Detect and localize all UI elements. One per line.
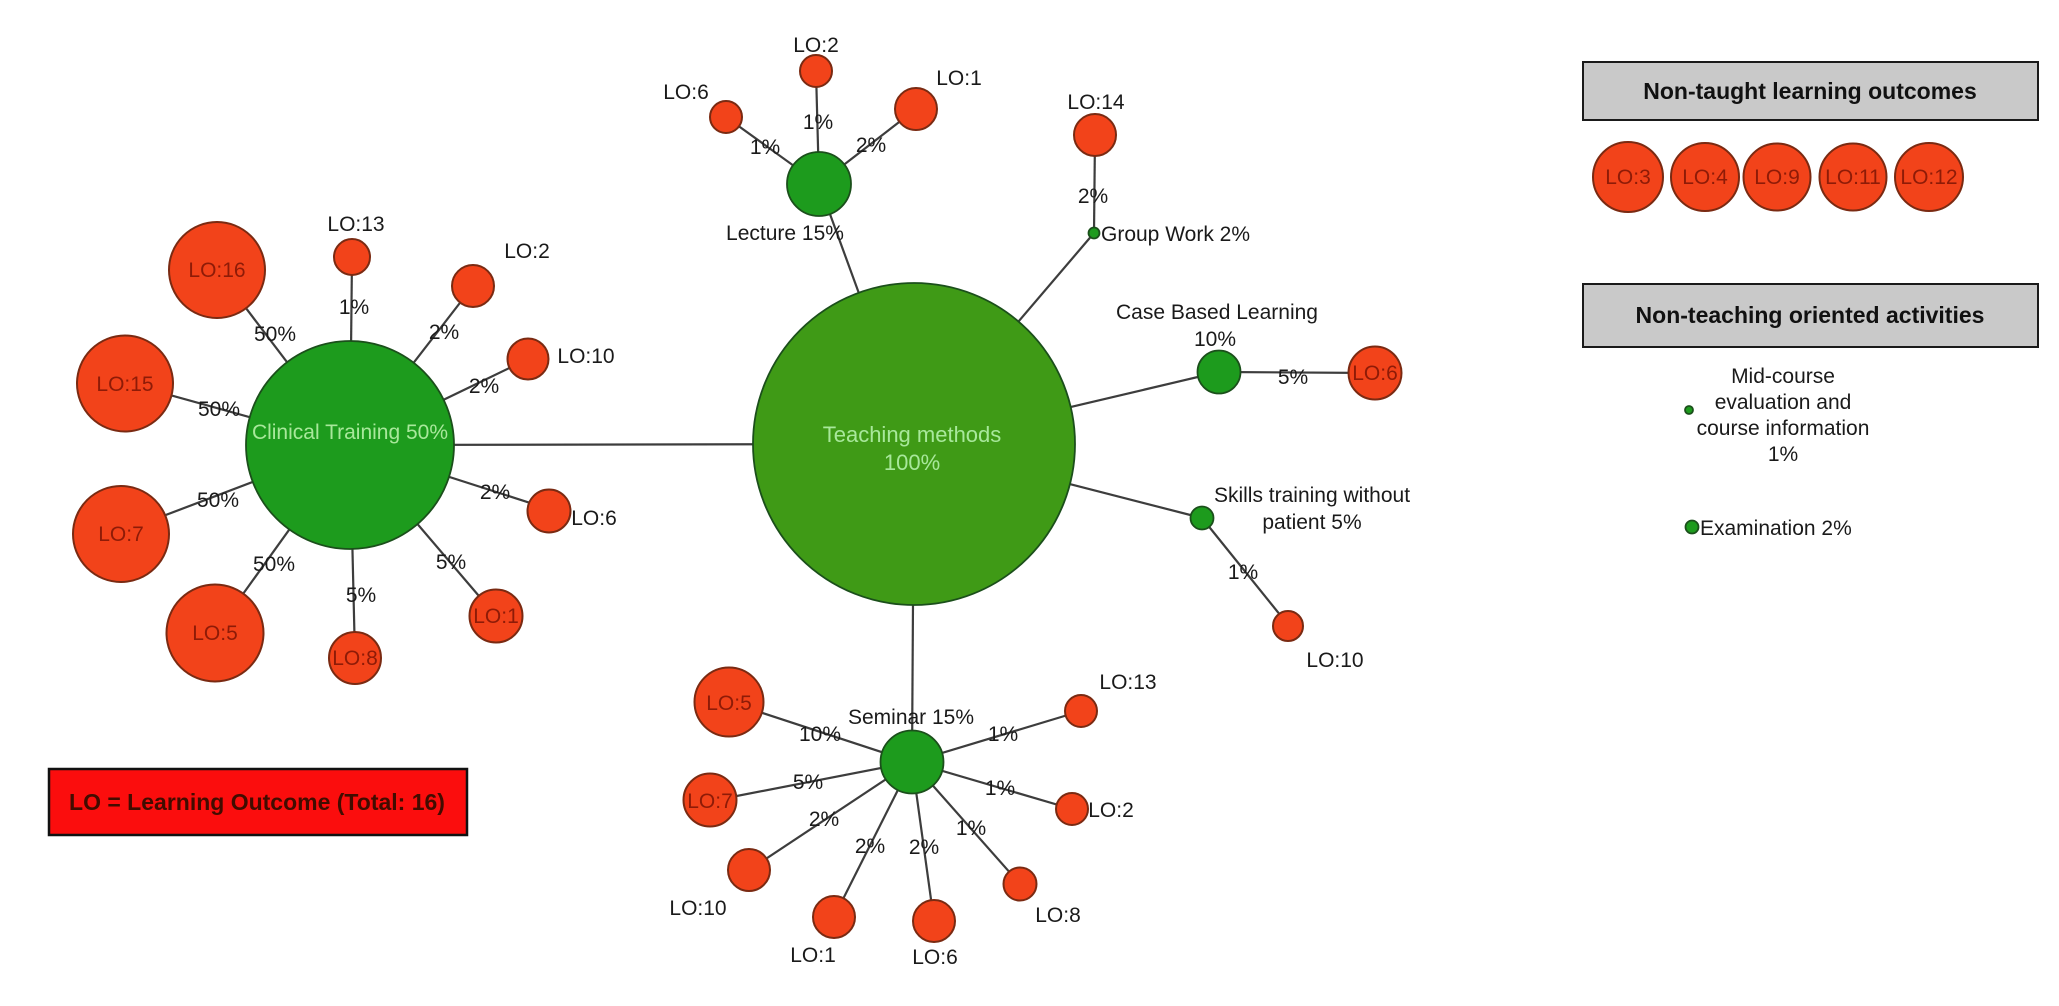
- svg-text:Non-teaching oriented activiti: Non-teaching oriented activities: [1636, 302, 1985, 328]
- svg-text:LO:2: LO:2: [793, 34, 839, 57]
- svg-text:LO:13: LO:13: [1099, 671, 1156, 694]
- svg-text:LO:11: LO:11: [1825, 166, 1881, 189]
- svg-text:1%: 1%: [956, 817, 986, 840]
- svg-text:Clinical Training 50%: Clinical Training 50%: [252, 421, 448, 444]
- svg-text:1%: 1%: [1228, 561, 1258, 584]
- svg-text:2%: 2%: [469, 375, 499, 398]
- svg-text:LO:6: LO:6: [663, 81, 709, 104]
- svg-text:2%: 2%: [909, 836, 939, 859]
- svg-text:1%: 1%: [985, 777, 1015, 800]
- svg-text:LO:1: LO:1: [473, 605, 519, 628]
- svg-text:Seminar 15%: Seminar 15%: [848, 706, 974, 729]
- svg-text:evaluation and: evaluation and: [1715, 391, 1852, 414]
- svg-text:LO:3: LO:3: [1605, 166, 1651, 189]
- svg-text:Case Based Learning: Case Based Learning: [1116, 301, 1318, 324]
- svg-text:1%: 1%: [988, 723, 1018, 746]
- svg-text:LO:7: LO:7: [98, 523, 144, 546]
- svg-text:2%: 2%: [856, 134, 886, 157]
- svg-text:1%: 1%: [339, 296, 369, 319]
- svg-text:2%: 2%: [855, 835, 885, 858]
- svg-text:Group Work 2%: Group Work 2%: [1101, 223, 1250, 246]
- svg-text:2%: 2%: [1078, 185, 1108, 208]
- svg-text:LO:16: LO:16: [188, 259, 245, 282]
- svg-text:Lecture 15%: Lecture 15%: [726, 222, 844, 245]
- svg-text:2%: 2%: [809, 808, 839, 831]
- svg-text:50%: 50%: [254, 323, 296, 346]
- svg-text:Mid-course: Mid-course: [1731, 365, 1835, 388]
- svg-text:Non-taught learning outcomes: Non-taught learning outcomes: [1643, 78, 1977, 104]
- svg-text:5%: 5%: [793, 771, 823, 794]
- svg-text:LO:2: LO:2: [1088, 799, 1134, 822]
- svg-text:10%: 10%: [1194, 328, 1236, 351]
- svg-text:LO:13: LO:13: [327, 213, 384, 236]
- svg-text:LO = Learning Outcome (Total:: LO = Learning Outcome (Total: 16): [69, 789, 445, 815]
- svg-text:1%: 1%: [803, 111, 833, 134]
- svg-text:LO:15: LO:15: [96, 373, 153, 396]
- svg-text:5%: 5%: [1278, 366, 1308, 389]
- svg-text:LO:1: LO:1: [790, 944, 836, 967]
- svg-text:1%: 1%: [1768, 443, 1798, 466]
- svg-text:5%: 5%: [436, 551, 466, 574]
- svg-text:LO:8: LO:8: [1035, 904, 1081, 927]
- svg-text:patient 5%: patient 5%: [1262, 511, 1361, 534]
- svg-text:LO:6: LO:6: [912, 946, 958, 969]
- svg-text:2%: 2%: [480, 481, 510, 504]
- svg-text:LO:9: LO:9: [1754, 166, 1800, 189]
- svg-text:1%: 1%: [750, 136, 780, 159]
- svg-text:LO:5: LO:5: [192, 622, 238, 645]
- svg-text:50%: 50%: [197, 489, 239, 512]
- svg-text:LO:8: LO:8: [332, 647, 378, 670]
- svg-text:LO:14: LO:14: [1067, 91, 1125, 114]
- svg-text:LO:12: LO:12: [1900, 166, 1957, 189]
- svg-text:100%: 100%: [884, 450, 940, 475]
- svg-text:LO:5: LO:5: [706, 692, 752, 715]
- svg-text:Skills training without: Skills training without: [1214, 484, 1410, 507]
- svg-text:LO:1: LO:1: [936, 67, 982, 90]
- svg-text:LO:10: LO:10: [557, 345, 614, 368]
- svg-text:LO:6: LO:6: [571, 507, 617, 530]
- svg-text:50%: 50%: [253, 553, 295, 576]
- svg-text:50%: 50%: [198, 398, 240, 421]
- svg-text:10%: 10%: [799, 723, 841, 746]
- svg-text:5%: 5%: [346, 584, 376, 607]
- svg-text:LO:10: LO:10: [1306, 649, 1363, 672]
- svg-text:LO:6: LO:6: [1352, 362, 1398, 385]
- svg-text:course information: course information: [1697, 417, 1870, 440]
- svg-text:Examination 2%: Examination 2%: [1700, 517, 1852, 540]
- svg-text:LO:7: LO:7: [687, 790, 733, 813]
- svg-text:LO:2: LO:2: [504, 240, 550, 263]
- svg-text:LO:10: LO:10: [669, 897, 726, 920]
- svg-text:Teaching methods: Teaching methods: [823, 422, 1002, 447]
- svg-text:LO:4: LO:4: [1682, 166, 1728, 189]
- svg-text:2%: 2%: [429, 321, 459, 344]
